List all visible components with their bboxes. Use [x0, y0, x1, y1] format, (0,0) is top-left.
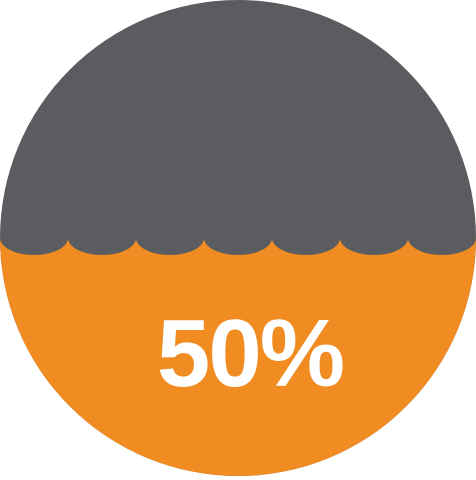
percentage-label: 50%	[157, 300, 343, 407]
gauge-filled-region	[0, 238, 476, 476]
